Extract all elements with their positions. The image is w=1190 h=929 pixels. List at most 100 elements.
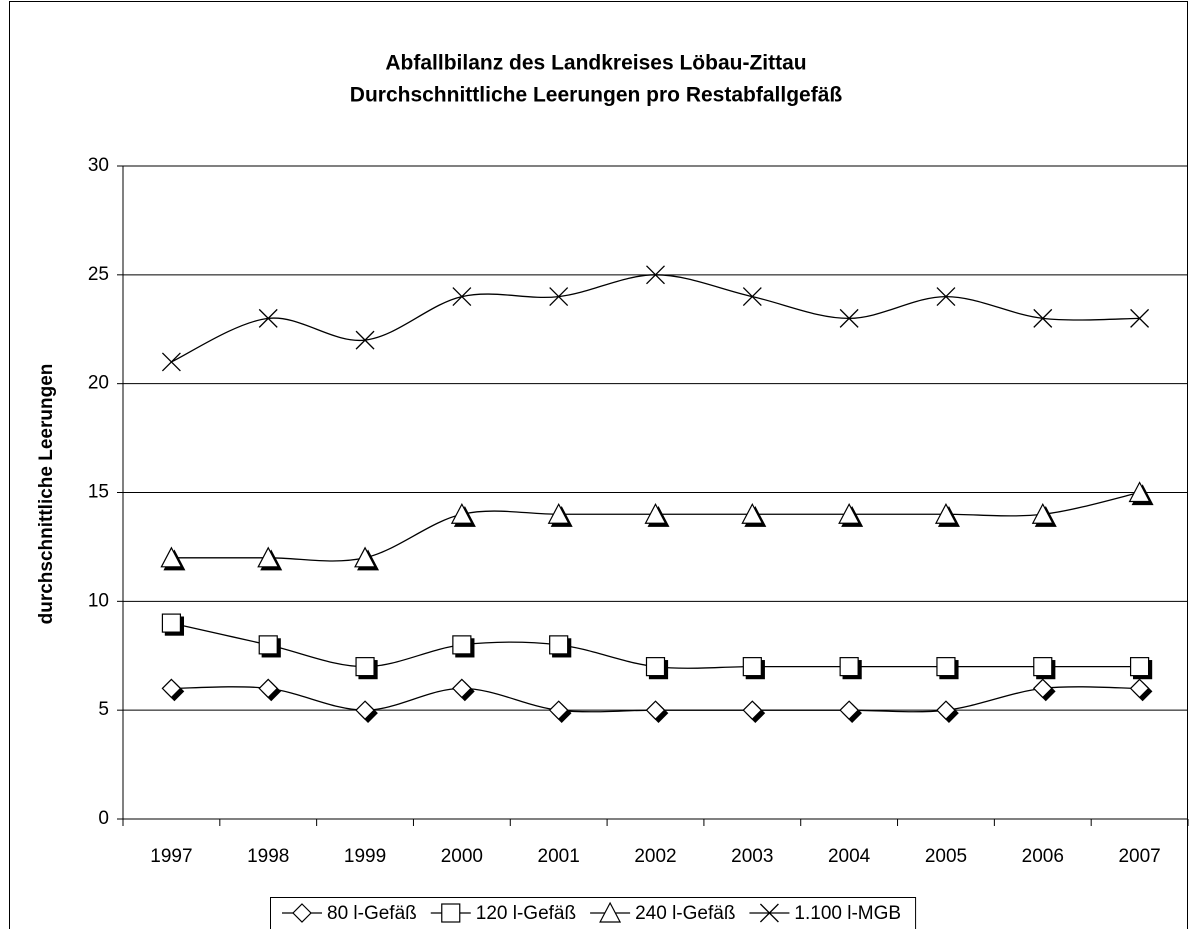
marker-shape (450, 502, 473, 524)
legend-label: 80 l-Gefäß (327, 903, 417, 924)
marker-shape (839, 700, 859, 721)
marker-shape (549, 287, 569, 307)
marker-shape (161, 678, 182, 699)
data-point (355, 330, 375, 350)
marker-shape (292, 903, 312, 923)
marker-shape (355, 700, 375, 721)
chart-title: Abfallbilanz des Landkreises Löbau-Zitta… (385, 52, 806, 75)
marker-shape (548, 700, 569, 721)
marker-shape (839, 657, 859, 677)
data-point (742, 700, 766, 724)
marker-shape (838, 502, 861, 524)
legend-marker (759, 903, 779, 923)
y-tick-label: 25 (88, 264, 109, 285)
data-point (450, 502, 476, 527)
data-point (452, 678, 475, 702)
marker-shape (839, 308, 859, 328)
marker-shape (1128, 481, 1151, 503)
data-point (1033, 308, 1053, 328)
marker-shape (452, 287, 472, 307)
data-point (355, 700, 378, 724)
data-point (160, 546, 186, 571)
data-point (1032, 678, 1056, 702)
y-tick-label: 30 (88, 155, 109, 176)
data-point (1128, 481, 1154, 506)
y-axis-title: durchschnittliche Leerungen (36, 364, 57, 625)
marker-shape (741, 502, 764, 524)
marker-shape (452, 678, 472, 699)
marker-shape (1033, 308, 1053, 328)
legend-marker (292, 903, 312, 923)
marker-shape (354, 546, 377, 568)
data-point (355, 657, 378, 680)
marker-shape (355, 657, 375, 677)
marker-shape (1032, 678, 1053, 699)
series-line (171, 274, 1140, 363)
marker-shape (452, 635, 472, 655)
data-point (549, 287, 569, 307)
chart-subtitle: Durchschnittliche Leerungen pro Restabfa… (350, 84, 843, 107)
data-point (1033, 657, 1056, 680)
legend-marker (441, 903, 461, 923)
x-tick-label: 2000 (441, 846, 483, 867)
marker-shape (936, 287, 956, 307)
marker-shape (549, 635, 569, 655)
marker-shape (742, 700, 763, 721)
data-point (644, 502, 670, 527)
data-point (161, 678, 185, 702)
marker-shape (161, 352, 181, 372)
data-point (936, 700, 959, 724)
marker-shape (599, 901, 622, 923)
legend: 80 l-Gefäß 120 l-Gefäß 240 l-Gefäß 1.100 l-… (270, 897, 917, 929)
legend-label: 120 l-Gefäß (476, 903, 576, 924)
data-point (742, 287, 762, 307)
data-point (1129, 678, 1153, 702)
x-tick-label: 1999 (344, 846, 386, 867)
data-point (936, 657, 959, 680)
x-tick-label: 2004 (828, 846, 871, 867)
data-point (934, 502, 960, 527)
data-point (161, 352, 181, 372)
marker-shape (742, 657, 762, 677)
data-point (452, 635, 475, 658)
data-point (839, 308, 859, 328)
marker-shape (257, 546, 280, 568)
data-point (936, 287, 956, 307)
x-tick-label: 2005 (925, 846, 967, 867)
data-point (839, 700, 862, 724)
data-point (257, 546, 283, 571)
legend-label: 1.100 l-MGB (794, 903, 901, 924)
marker-shape (936, 657, 956, 677)
marker-shape (161, 613, 182, 633)
marker-shape (355, 330, 375, 350)
data-point (1031, 502, 1057, 527)
chart-frame (9, 1, 1188, 929)
marker-shape (759, 903, 779, 923)
marker-shape (936, 700, 956, 721)
data-point (645, 657, 669, 680)
data-point (741, 502, 767, 527)
x-tick-label: 2007 (1118, 846, 1160, 867)
y-tick-label: 20 (88, 373, 109, 394)
data-point (258, 308, 278, 328)
data-point (838, 502, 864, 527)
x-tick-label: 1997 (150, 846, 192, 867)
marker-shape (934, 502, 957, 524)
data-point (547, 502, 573, 527)
legend-marker (599, 901, 622, 923)
data-point (258, 678, 282, 702)
marker-shape (646, 265, 665, 285)
x-tick-label: 2006 (1022, 846, 1064, 867)
data-point (161, 613, 185, 636)
data-point (646, 265, 665, 285)
marker-shape (258, 308, 278, 328)
marker-shape (1129, 678, 1150, 699)
data-point (549, 635, 572, 658)
y-tick-label: 15 (88, 482, 109, 503)
x-tick-label: 2001 (538, 846, 580, 867)
data-point (354, 546, 380, 571)
x-tick-label: 2003 (731, 846, 773, 867)
data-point (742, 657, 765, 680)
legend-label: 240 l-Gefäß (635, 903, 735, 924)
